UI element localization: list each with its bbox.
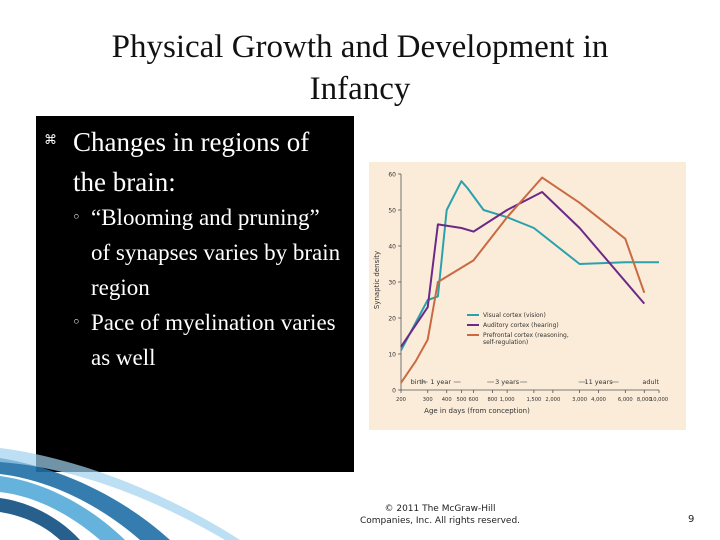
y-tick-label: 30 xyxy=(388,280,396,287)
y-tick-label: 50 xyxy=(388,208,396,215)
chart-legend: Visual cortex (vision) Auditory cortex (h… xyxy=(467,312,569,346)
x-tick-label: 500 xyxy=(456,397,466,403)
y-tick-label: 40 xyxy=(388,244,396,251)
sub-bullet-1: ◦ “Blooming and pruning” of synapses var… xyxy=(72,200,342,305)
main-bullet-text: Changes in regions of the brain: xyxy=(73,127,310,197)
x-tick-label: 3,000 xyxy=(572,397,587,403)
y-tick-label: 0 xyxy=(392,388,396,395)
x-tick-label: 1,000 xyxy=(500,397,515,403)
milestone-label: 3 years xyxy=(495,378,520,386)
x-tick-label: 600 xyxy=(469,397,479,403)
y-tick-label: 20 xyxy=(388,316,396,323)
x-tick-label: 800 xyxy=(487,397,497,403)
legend-label-1: Visual cortex (vision) xyxy=(483,312,546,319)
slide-title-line-2: Infancy xyxy=(309,71,411,107)
copyright-line-1: © 2011 The McGraw-Hill xyxy=(384,504,496,514)
x-tick-label: 300 xyxy=(423,397,433,403)
synaptic-density-chart: 0 10 20 30 40 50 60 200 300 400 500 600 800 1,000 1,50… xyxy=(369,162,686,430)
bullet-icon: ⌘ xyxy=(44,133,57,148)
x-tick-label: 200 xyxy=(396,397,406,403)
series-line-3 xyxy=(400,176,646,384)
x-tick-label: 1,500 xyxy=(526,397,541,403)
decorative-swoosh xyxy=(0,448,240,540)
content-panel xyxy=(36,116,354,472)
x-tick-label: 10,000 xyxy=(650,397,668,403)
chart-background xyxy=(369,162,686,430)
chart-series xyxy=(400,176,659,384)
slide-title-line-1: Physical Growth and Development in xyxy=(111,29,609,65)
milestone-label: 11 years xyxy=(584,378,613,386)
y-tick-label: 60 xyxy=(388,172,396,179)
legend-label-3-cont: self-regulation) xyxy=(483,339,528,346)
x-tick-label: 4,000 xyxy=(591,397,606,403)
sub-bullet-icon: ◦ xyxy=(72,313,81,331)
legend-label-3: Prefrontal cortex (reasoning, xyxy=(483,332,569,339)
x-tick-label: 6,000 xyxy=(618,397,633,403)
page-number: 9 xyxy=(688,514,695,525)
legend-label-2: Auditory cortex (hearing) xyxy=(483,322,559,329)
chart-ticks: 0 10 20 30 40 50 60 200 300 400 500 600 800 1,000 1,50… xyxy=(388,172,668,404)
x-axis-label: Age in days (from conception) xyxy=(424,407,530,415)
x-tick-label: 400 xyxy=(442,397,452,403)
copyright-line-2: Companies, Inc. All rights reserved. xyxy=(359,516,521,526)
sub-bullet-2-text: Pace of myelination varies as well xyxy=(91,310,336,370)
y-tick-label: 10 xyxy=(388,352,396,359)
y-axis-label: Synaptic density xyxy=(373,251,381,309)
copyright-notice: © 2011 The McGraw-Hill Companies, Inc. A… xyxy=(350,503,530,527)
sub-bullet-2: ◦ Pace of myelination varies as well xyxy=(72,305,342,375)
sub-bullet-icon: ◦ xyxy=(72,208,81,226)
series-line-2 xyxy=(400,191,646,348)
milestone-label: 1 year xyxy=(430,378,451,386)
milestone-label: adult xyxy=(642,378,659,386)
chart-svg: 0 10 20 30 40 50 60 200 300 400 500 600 800 1,000 1,50… xyxy=(369,162,686,430)
x-tick-label: 2,000 xyxy=(545,397,560,403)
sub-bullet-1-text: “Blooming and pruning” of synapses varie… xyxy=(91,205,341,300)
slide-title: Physical Growth and Development in Infan… xyxy=(40,26,680,110)
x-tick-label: 8,000 xyxy=(637,397,652,403)
milestone-label: birth xyxy=(411,378,426,386)
